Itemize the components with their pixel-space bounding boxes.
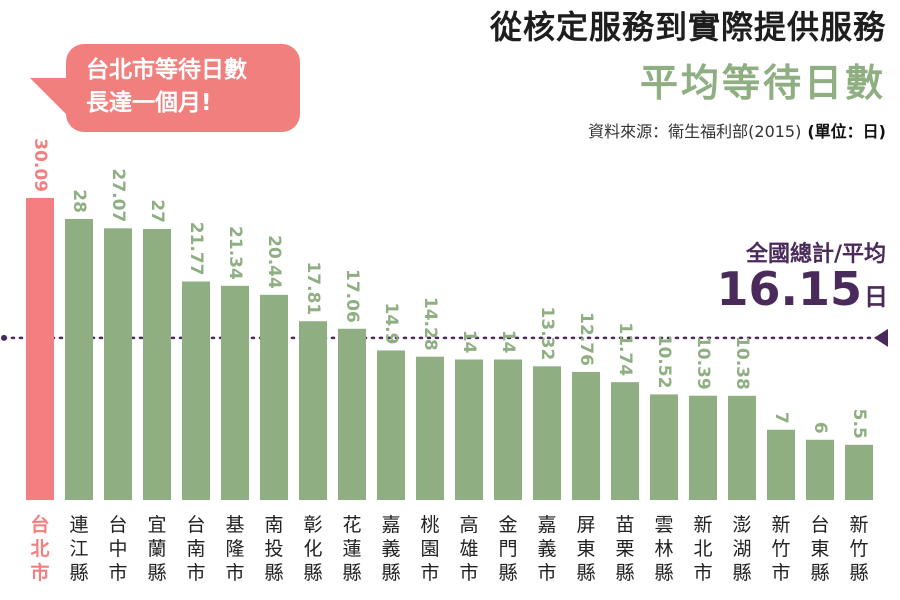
- value-label-7: 20.44: [264, 235, 284, 289]
- bar-9: [338, 328, 366, 500]
- value-label-13: 14: [498, 330, 518, 354]
- bar-18: [689, 395, 717, 500]
- bar-21: [806, 439, 834, 500]
- value-label-8: 17.81: [303, 261, 323, 315]
- bar-12: [455, 359, 483, 500]
- average-label: 全國總計/平均: [745, 242, 886, 267]
- category-label-20: 新竹市: [771, 514, 790, 584]
- bar-17: [650, 394, 678, 500]
- bar-8: [299, 321, 327, 500]
- callout-line-1: 台北市等待日數: [86, 57, 247, 83]
- bar-16: [611, 382, 639, 500]
- bar-14: [533, 366, 561, 500]
- category-label-7: 南投縣: [264, 514, 283, 584]
- value-label-5: 21.77: [186, 222, 206, 276]
- category-label-12: 高雄市: [459, 514, 478, 584]
- category-label-19: 澎湖縣: [732, 514, 751, 584]
- source-note: 資料來源：衛生福利部(2015) (單位：日): [588, 118, 886, 142]
- value-label-10: 14.9: [381, 303, 401, 345]
- value-label-2: 28: [69, 189, 89, 213]
- value-label-18: 10.39: [693, 336, 713, 390]
- bar-22: [845, 444, 873, 500]
- average-value: 16.15日: [716, 262, 888, 316]
- value-label-19: 10.38: [732, 336, 752, 390]
- value-label-15: 12.76: [576, 312, 596, 366]
- average-line-start-dot: [1, 334, 7, 341]
- category-label-16: 苗栗縣: [615, 514, 634, 584]
- category-label-10: 嘉義縣: [381, 514, 400, 584]
- bar-4: [143, 229, 171, 501]
- category-label-15: 屏東縣: [576, 514, 595, 584]
- bar-20: [767, 429, 795, 500]
- value-label-22: 5.5: [849, 409, 869, 439]
- category-label-21: 台東縣: [810, 514, 829, 584]
- category-label-5: 台南市: [186, 514, 205, 584]
- value-label-20: 7: [771, 412, 791, 424]
- bar-3: [104, 228, 132, 500]
- category-label-22: 新竹縣: [849, 514, 868, 584]
- value-label-1: 30.09: [30, 138, 50, 192]
- average-unit: 日: [864, 283, 888, 311]
- category-label-18: 新北市: [693, 514, 712, 584]
- chart-title: 從核定服務到實際提供服務: [489, 8, 886, 46]
- value-label-21: 6: [810, 422, 830, 434]
- value-label-4: 27: [147, 199, 167, 223]
- bar-1: [26, 198, 54, 500]
- category-label-17: 雲林縣: [654, 514, 673, 584]
- category-label-1: 台北市: [30, 513, 49, 584]
- value-label-12: 14: [459, 330, 479, 354]
- bar-13: [494, 359, 522, 500]
- average-line-arrow: [874, 328, 888, 347]
- bar-19: [728, 395, 756, 500]
- category-label-11: 桃園市: [420, 514, 439, 584]
- category-label-4: 宜蘭縣: [147, 514, 166, 584]
- category-label-3: 台中市: [108, 514, 127, 584]
- bar-5: [182, 281, 210, 500]
- category-label-8: 彰化縣: [303, 514, 322, 584]
- value-label-14: 13.32: [537, 307, 557, 361]
- chart-subtitle: 平均等待日數: [639, 61, 886, 105]
- bar-10: [377, 350, 405, 500]
- value-label-16: 11.74: [615, 322, 635, 376]
- category-label-2: 連江縣: [69, 514, 88, 584]
- value-label-11: 14.28: [420, 297, 440, 351]
- category-label-6: 基隆市: [225, 514, 244, 584]
- bar-11: [416, 356, 444, 500]
- value-label-9: 17.06: [342, 269, 362, 323]
- bar-6: [221, 285, 249, 500]
- value-label-6: 21.34: [225, 226, 245, 280]
- callout-bubble: 台北市等待日數 長達一個月!: [66, 44, 300, 132]
- category-label-14: 嘉義市: [537, 514, 556, 584]
- source-text: 資料來源：衛生福利部(2015): [588, 122, 802, 141]
- bar-7: [260, 294, 288, 500]
- bar-15: [572, 371, 600, 500]
- category-label-9: 花蓮縣: [342, 514, 361, 584]
- unit-text: (單位：日): [807, 122, 886, 141]
- category-label-13: 金門縣: [498, 514, 517, 584]
- value-label-17: 10.52: [654, 335, 674, 389]
- callout-line-2: 長達一個月!: [86, 90, 212, 116]
- bar-2: [65, 218, 93, 500]
- value-label-3: 27.07: [108, 169, 128, 223]
- callout-tail: [30, 78, 70, 118]
- average-number: 16.15: [716, 262, 862, 316]
